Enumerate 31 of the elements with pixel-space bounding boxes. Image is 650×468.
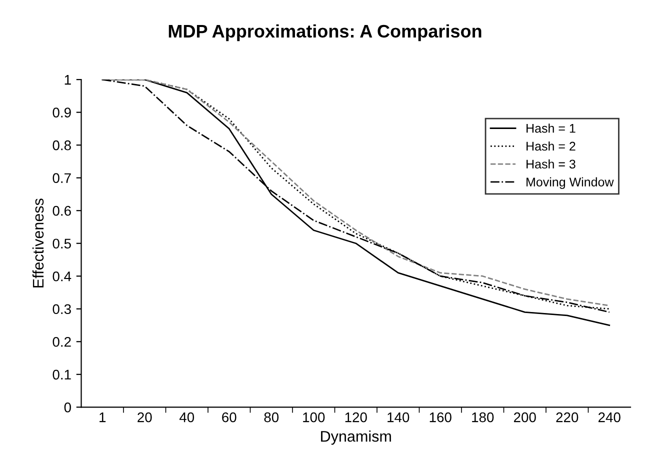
y-tick-label: 0.8 [52,140,71,150]
x-tick-label: 140 [388,412,410,422]
x-tick-label: 100 [303,412,325,422]
legend-label: Hash = 2 [526,141,576,151]
y-tick-label: 0.7 [52,173,71,184]
x-tick-label: 20 [138,412,152,422]
x-tick-label: 1 [100,412,106,422]
y-tick-label: 0.4 [52,271,72,282]
y-axis-title: Effectiveness [32,198,44,288]
y-tick-label: 0.3 [52,304,71,314]
x-axis-title: Dynamism [321,430,391,445]
x-tick-label: 220 [556,412,578,422]
y-tick-label: 1 [64,75,71,85]
x-tick-label: 240 [598,412,620,422]
x-tick-label: 60 [222,412,236,422]
x-tick-label: 180 [472,412,494,422]
y-tick-label: 0.1 [52,370,71,380]
x-tick-label: 80 [264,412,279,422]
y-tick-label: 0.9 [52,108,71,118]
x-tick-label: 120 [345,412,367,422]
legend-label: Moving Window [526,177,614,189]
legend-label: Hash = 1 [526,124,576,133]
y-tick-label: 0.2 [52,336,71,347]
y-tick-label: 0.6 [52,206,71,216]
x-tick-label: 200 [514,412,536,422]
legend-label: Hash = 3 [526,159,576,169]
x-tick-label: 40 [179,412,194,422]
y-tick-label: 0 [64,402,71,412]
y-tick-label: 0.5 [52,238,71,249]
x-tick-label: 160 [430,412,452,422]
chart-title: MDP Approximations: A Comparison [168,24,482,42]
